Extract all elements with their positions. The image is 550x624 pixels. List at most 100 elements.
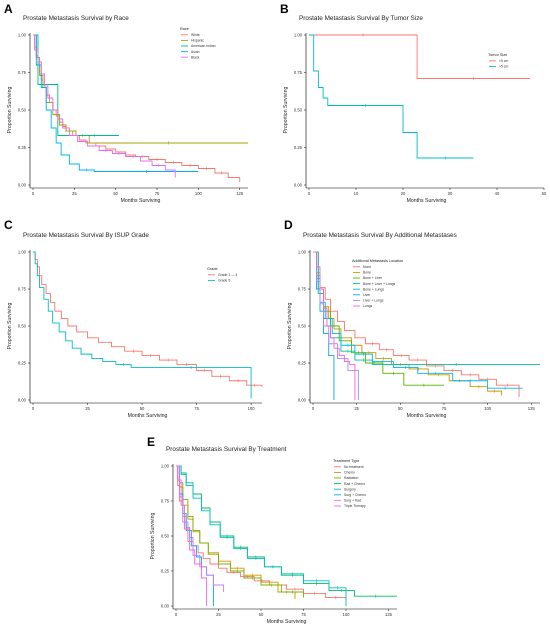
panel-letter-a: A — [4, 2, 13, 16]
series-line-a-2 — [33, 34, 119, 136]
y-tick-label: 0.50 — [294, 108, 303, 113]
x-tick-label: 25 — [216, 612, 221, 617]
series-line-d-3 — [313, 251, 540, 365]
legend-item-e-3: Rad + Chemo — [344, 482, 365, 486]
legend-item-a-3: Asian — [191, 50, 200, 54]
legend-item-d-6: Liver + Lungs — [363, 299, 384, 303]
panel-letter-b: B — [280, 2, 289, 16]
legend-item-e-0: No treatment — [344, 465, 364, 469]
x-tick-label: 75 — [194, 406, 199, 411]
legend-item-d-5: Liver — [363, 293, 371, 297]
legend-item-d-2: Bone + Liver — [363, 276, 383, 280]
y-tick-label: 0.25 — [18, 145, 27, 150]
x-tick-label: 0 — [308, 191, 311, 196]
legend-item-e-2: Radiation — [344, 476, 358, 480]
legend-item-d-7: Lungs — [363, 304, 373, 308]
legend-d: Additional Metastasis LocationNoneBoneBo… — [352, 259, 403, 308]
y-tick-label: 0.00 — [18, 398, 27, 403]
chart-panel-c: Prostate Metastasis Survival By ISUP Gra… — [7, 232, 263, 419]
legend-title-e: Treatment Type — [333, 459, 359, 463]
series-line-e-1 — [176, 465, 296, 599]
legend-e: Treatment Type No treatment ChemoRadiation… — [333, 459, 366, 508]
x-tick-label: 50 — [542, 191, 547, 196]
y-tick-label: 1.00 — [18, 33, 27, 38]
series-line-d-4 — [313, 251, 523, 389]
y-tick-label: 0.75 — [161, 499, 170, 504]
x-tick-label: 75 — [301, 612, 306, 617]
legend-item-d-3: Bone + Liver + Lungs — [363, 282, 396, 286]
y-tick-label: 0.50 — [18, 108, 27, 113]
chart-title-d: Prostate Metastasis Survival By Addition… — [303, 232, 457, 239]
x-tick-label: 0 — [312, 406, 315, 411]
chart-panel-b: Prostate Metastasis Survival By Tumor Si… — [283, 15, 547, 204]
series-line-c-1 — [33, 251, 252, 399]
x-tick-label: 125 — [385, 612, 393, 617]
x-tick-label: 10 — [354, 191, 359, 196]
legend-title-a: Race — [180, 27, 189, 31]
x-tick-label: 100 — [343, 612, 351, 617]
x-tick-label: 125 — [528, 406, 536, 411]
y-tick-label: 0.50 — [161, 534, 170, 539]
y-tick-label: 0.25 — [161, 569, 170, 574]
x-axis-label-c: Months Surviving — [128, 413, 168, 419]
x-tick-label: 100 — [484, 406, 492, 411]
x-tick-label: 0 — [32, 406, 35, 411]
x-tick-label: 20 — [401, 191, 406, 196]
x-tick-label: 100 — [248, 406, 256, 411]
legend-title-d: Additional Metastasis Location — [352, 259, 403, 263]
chart-panel-e: Prostate Metastasis Survival By Treatmen… — [150, 446, 397, 624]
chart-title-e: Prostate Metastasis Survival By Treatmen… — [166, 446, 287, 453]
legend-item-b-0: <5 cm — [499, 59, 509, 63]
x-axis-label-b: Months Surviving — [407, 198, 447, 204]
y-tick-label: 0.00 — [294, 183, 303, 188]
y-tick-label: 0.00 — [298, 398, 307, 403]
x-tick-label: 25 — [72, 191, 77, 196]
panel-letter-c: C — [4, 218, 13, 232]
legend-item-a-1: Hispanic — [191, 39, 204, 43]
y-tick-label: 0.75 — [18, 287, 27, 292]
y-tick-label: 0.25 — [294, 145, 303, 150]
series-line-a-0 — [33, 34, 241, 182]
x-tick-label: 125 — [236, 191, 244, 196]
chart-title-a: Prostate Metastasis Survival by Race — [23, 15, 129, 22]
y-axis-label-e: Proportion Surviving — [150, 513, 156, 560]
x-tick-label: 50 — [259, 612, 264, 617]
chart-title-c: Prostate Metastasis Survival By ISUP Gra… — [23, 232, 149, 239]
y-axis-label-a: Proportion Surviving — [7, 87, 13, 134]
y-tick-label: 0.50 — [298, 324, 307, 329]
y-tick-label: 0.75 — [294, 70, 303, 75]
y-axis-label-b: Proportion Surviving — [283, 87, 289, 134]
y-tick-label: 0.00 — [161, 604, 170, 609]
legend-item-e-1: Chemo — [344, 471, 355, 475]
x-tick-label: 50 — [113, 191, 118, 196]
panel-letter-d: D — [284, 218, 293, 232]
legend-item-d-4: Bone + Lungs — [363, 287, 384, 291]
legend-item-d-1: Bone — [363, 271, 371, 275]
series-line-b-1 — [309, 34, 474, 159]
x-tick-label: 0 — [175, 612, 178, 617]
x-tick-label: 30 — [448, 191, 453, 196]
legend-item-d-0: None — [363, 265, 371, 269]
x-tick-label: 25 — [85, 406, 90, 411]
x-tick-label: 100 — [195, 191, 203, 196]
series-line-c-0 — [33, 251, 263, 387]
legend-item-a-4: Black — [191, 55, 200, 59]
legend-item-e-4: Surgery — [344, 487, 356, 491]
series-line-d-1 — [313, 251, 503, 396]
legend-item-a-0: White — [191, 33, 200, 37]
series-line-d-0 — [313, 251, 520, 398]
y-tick-label: 0.00 — [18, 183, 27, 188]
x-tick-label: 75 — [442, 406, 447, 411]
y-tick-label: 1.00 — [298, 250, 307, 255]
x-tick-label: 25 — [354, 406, 359, 411]
chart-title-b: Prostate Metastasis Survival By Tumor Si… — [299, 15, 423, 22]
legend-item-a-2: American Indian — [191, 44, 216, 48]
series-line-d-7 — [313, 251, 356, 400]
y-tick-label: 1.00 — [161, 464, 170, 469]
x-axis-label-d: Months Surviving — [407, 413, 447, 419]
y-tick-label: 0.25 — [298, 361, 307, 366]
legend-title-c: Grade — [207, 267, 218, 271]
y-tick-label: 1.00 — [294, 33, 303, 38]
